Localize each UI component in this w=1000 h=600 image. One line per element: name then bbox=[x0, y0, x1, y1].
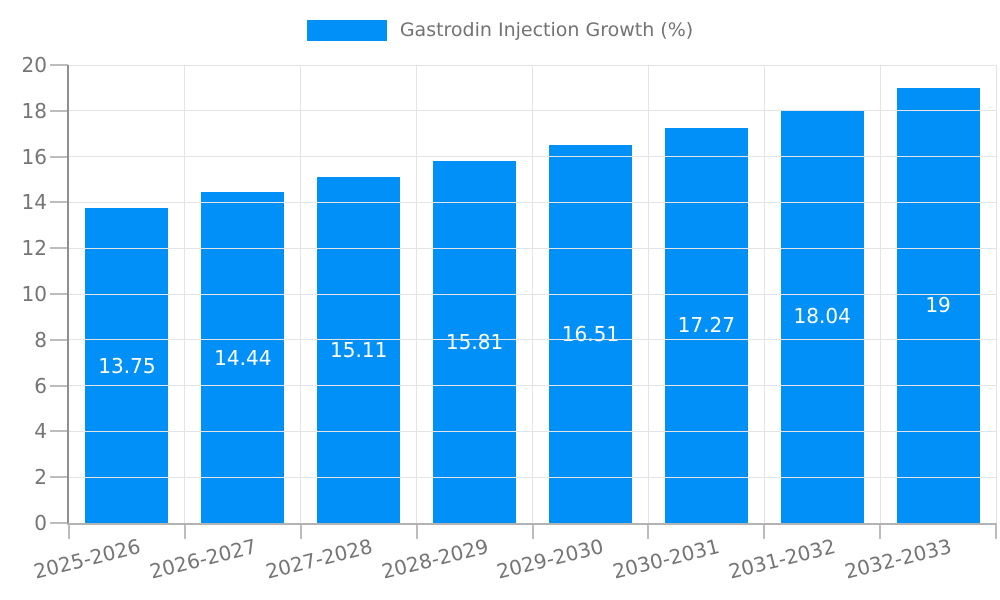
legend-label[interactable]: Gastrodin Injection Growth (%) bbox=[399, 19, 694, 41]
bar-value-label: 15.81 bbox=[445, 329, 504, 354]
y-tick-label: 6 bbox=[34, 373, 47, 398]
bar[interactable] bbox=[317, 176, 401, 523]
x-tick-label: 2025-2026 bbox=[31, 534, 143, 584]
x-tick bbox=[995, 523, 997, 539]
x-axis-line bbox=[67, 523, 996, 525]
x-tick-label: 2032-2033 bbox=[842, 534, 954, 584]
x-tick bbox=[647, 523, 650, 539]
y-tick bbox=[50, 201, 68, 204]
y-tick-label: 4 bbox=[34, 419, 47, 444]
y-tick-label: 10 bbox=[21, 282, 47, 306]
bar-value-label: 19 bbox=[925, 293, 951, 318]
legend[interactable]: Gastrodin Injection Growth (%) bbox=[0, 20, 1000, 41]
x-tick-label: 2029-2030 bbox=[494, 534, 607, 584]
x-tick-label: 2026-2027 bbox=[147, 534, 259, 584]
legend-swatch[interactable] bbox=[306, 20, 387, 41]
x-tick bbox=[415, 523, 418, 539]
x-tick bbox=[183, 523, 186, 539]
y-tick bbox=[50, 476, 68, 479]
bar[interactable] bbox=[664, 127, 748, 523]
x-tick bbox=[68, 523, 70, 539]
bar-value-label: 17.27 bbox=[677, 313, 735, 338]
bar[interactable] bbox=[433, 160, 517, 523]
x-tick bbox=[299, 523, 302, 539]
bar-value-label: 18.04 bbox=[793, 304, 851, 329]
y-tick bbox=[50, 293, 68, 295]
x-tick bbox=[763, 523, 766, 539]
bar[interactable] bbox=[780, 109, 864, 523]
x-tick-label: 2030-2031 bbox=[610, 534, 723, 584]
y-tick-label: 20 bbox=[21, 53, 47, 77]
x-tick-label: 2031-2032 bbox=[726, 534, 838, 584]
bar[interactable] bbox=[896, 87, 980, 523]
bar[interactable] bbox=[85, 208, 169, 523]
x-tick bbox=[879, 523, 882, 539]
y-tick bbox=[50, 155, 68, 158]
y-tick bbox=[50, 430, 68, 433]
y-tick-label: 0 bbox=[34, 511, 47, 535]
y-tick bbox=[50, 338, 68, 341]
bar-value-label: 16.51 bbox=[561, 321, 620, 346]
bar[interactable] bbox=[548, 144, 632, 523]
y-tick bbox=[50, 522, 68, 524]
y-tick-label: 8 bbox=[34, 327, 47, 352]
bar-value-label: 14.44 bbox=[214, 345, 272, 370]
y-tick bbox=[50, 109, 68, 112]
x-tick-label: 2028-2029 bbox=[378, 534, 491, 584]
y-tick bbox=[50, 247, 68, 250]
y-tick-label: 18 bbox=[21, 98, 47, 123]
bar-value-label: 13.75 bbox=[98, 353, 156, 378]
x-tick bbox=[531, 523, 534, 539]
y-tick bbox=[50, 384, 68, 387]
y-tick-label: 16 bbox=[21, 144, 47, 169]
plot-area: 13.75 14.44 15.11 15.81 16.51 17.27 18.04 19 bbox=[69, 65, 996, 523]
y-tick-label: 14 bbox=[21, 190, 47, 215]
y-tick-label: 12 bbox=[21, 236, 47, 261]
x-tick-label: 2027-2028 bbox=[262, 534, 375, 584]
y-axis-line bbox=[67, 65, 69, 525]
bar[interactable] bbox=[201, 192, 285, 523]
y-tick bbox=[50, 64, 68, 66]
y-tick-label: 2 bbox=[34, 465, 47, 490]
bar-value-label: 15.11 bbox=[330, 337, 388, 362]
